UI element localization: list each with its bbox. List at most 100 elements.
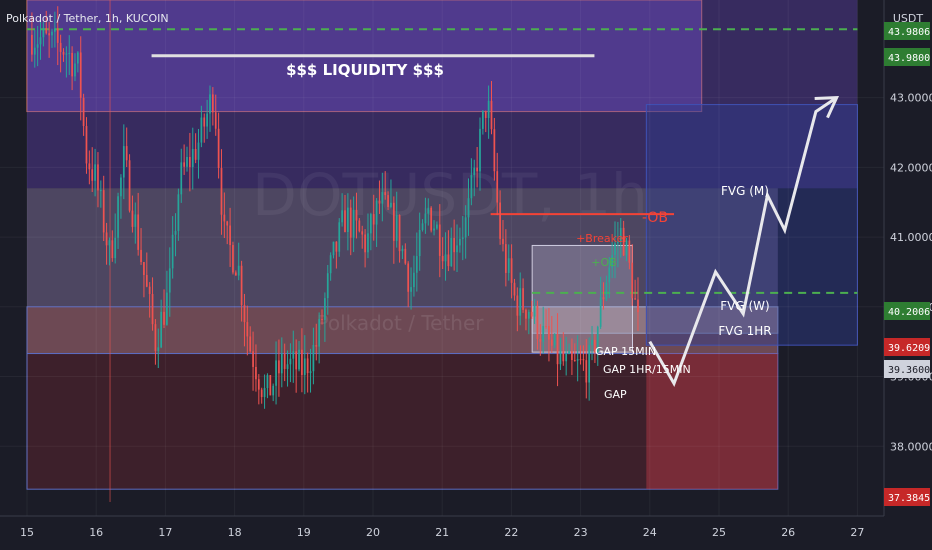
candle[interactable] [240,260,243,322]
candle[interactable] [372,194,375,241]
candle[interactable] [482,110,484,135]
candle[interactable] [65,46,68,78]
candle[interactable] [329,252,332,281]
candle[interactable] [243,293,246,347]
candle[interactable] [375,198,378,247]
candle[interactable] [326,264,329,315]
candle[interactable] [562,332,565,366]
candle[interactable] [125,127,128,168]
candle[interactable] [378,180,381,214]
candle[interactable] [74,53,76,82]
candle[interactable] [369,212,372,251]
candle[interactable] [194,133,197,164]
candle[interactable] [189,132,191,192]
candle[interactable] [565,336,568,376]
candle[interactable] [306,352,309,393]
candle[interactable] [464,205,467,259]
candle[interactable] [62,48,65,62]
candle[interactable] [404,243,407,265]
candle[interactable] [516,287,519,332]
candle[interactable] [324,292,326,342]
candle[interactable] [611,241,613,279]
candle[interactable] [619,217,622,258]
candle[interactable] [79,36,82,121]
candle[interactable] [220,149,223,235]
candle[interactable] [94,148,96,197]
candle[interactable] [260,387,263,404]
candle[interactable] [108,237,111,266]
candle[interactable] [85,117,88,174]
candle[interactable] [200,105,203,148]
candle[interactable] [229,207,231,267]
candle[interactable] [387,191,389,211]
candle[interactable] [145,252,148,288]
candle[interactable] [430,206,433,233]
candle[interactable] [54,11,56,48]
candle[interactable] [579,345,582,365]
candle[interactable] [257,374,260,405]
candle[interactable] [289,343,292,383]
candle[interactable] [573,343,576,362]
candle[interactable] [234,270,237,276]
candle[interactable] [479,117,481,191]
candle[interactable] [134,202,137,244]
candle[interactable] [272,383,275,402]
candle[interactable] [631,244,634,306]
candle[interactable] [76,51,79,73]
candle[interactable] [131,195,134,233]
candle[interactable] [295,339,298,393]
candle[interactable] [286,350,289,387]
candle[interactable] [209,85,211,132]
candle[interactable] [473,159,476,197]
candle[interactable] [536,300,539,350]
candle[interactable] [594,333,596,363]
candle[interactable] [622,220,625,257]
candle[interactable] [137,192,140,256]
candle[interactable] [59,34,62,73]
candle[interactable] [97,152,99,208]
candle[interactable] [160,299,163,349]
candle[interactable] [105,222,108,265]
symbol-header[interactable]: Polkadot / Tether, 1h, KUCOIN [6,12,169,25]
candle[interactable] [441,237,444,270]
candle[interactable] [418,212,421,271]
candle[interactable] [502,220,504,252]
candle[interactable] [525,308,527,331]
candle[interactable] [166,270,168,326]
candle[interactable] [117,192,119,249]
candle[interactable] [154,319,157,365]
candle[interactable] [255,344,257,392]
candle[interactable] [303,335,306,395]
candle[interactable] [398,214,401,263]
candle[interactable] [456,224,458,273]
candle[interactable] [338,218,341,257]
candle[interactable] [214,94,217,136]
candle[interactable] [427,198,430,226]
candle[interactable] [292,330,295,383]
candle[interactable] [45,10,48,35]
candle[interactable] [602,282,605,310]
candle[interactable] [151,277,154,331]
candle[interactable] [42,22,45,47]
candle[interactable] [634,279,636,300]
candle[interactable] [361,225,364,249]
candle[interactable] [510,244,513,299]
candle[interactable] [223,192,226,239]
candle[interactable] [392,196,395,264]
candle[interactable] [413,255,415,297]
candle[interactable] [99,180,102,208]
candle[interactable] [522,278,524,313]
candle[interactable] [217,112,220,179]
candle[interactable] [341,193,343,227]
price-axis-panel[interactable] [884,0,932,516]
candle[interactable] [625,237,628,262]
candle[interactable] [321,309,323,325]
candle[interactable] [301,328,303,393]
candle[interactable] [56,6,59,66]
candle[interactable] [433,220,435,236]
candle[interactable] [384,171,387,200]
candle[interactable] [163,289,165,329]
candle[interactable] [527,309,530,335]
candle[interactable] [275,341,277,405]
candle[interactable] [71,46,73,91]
